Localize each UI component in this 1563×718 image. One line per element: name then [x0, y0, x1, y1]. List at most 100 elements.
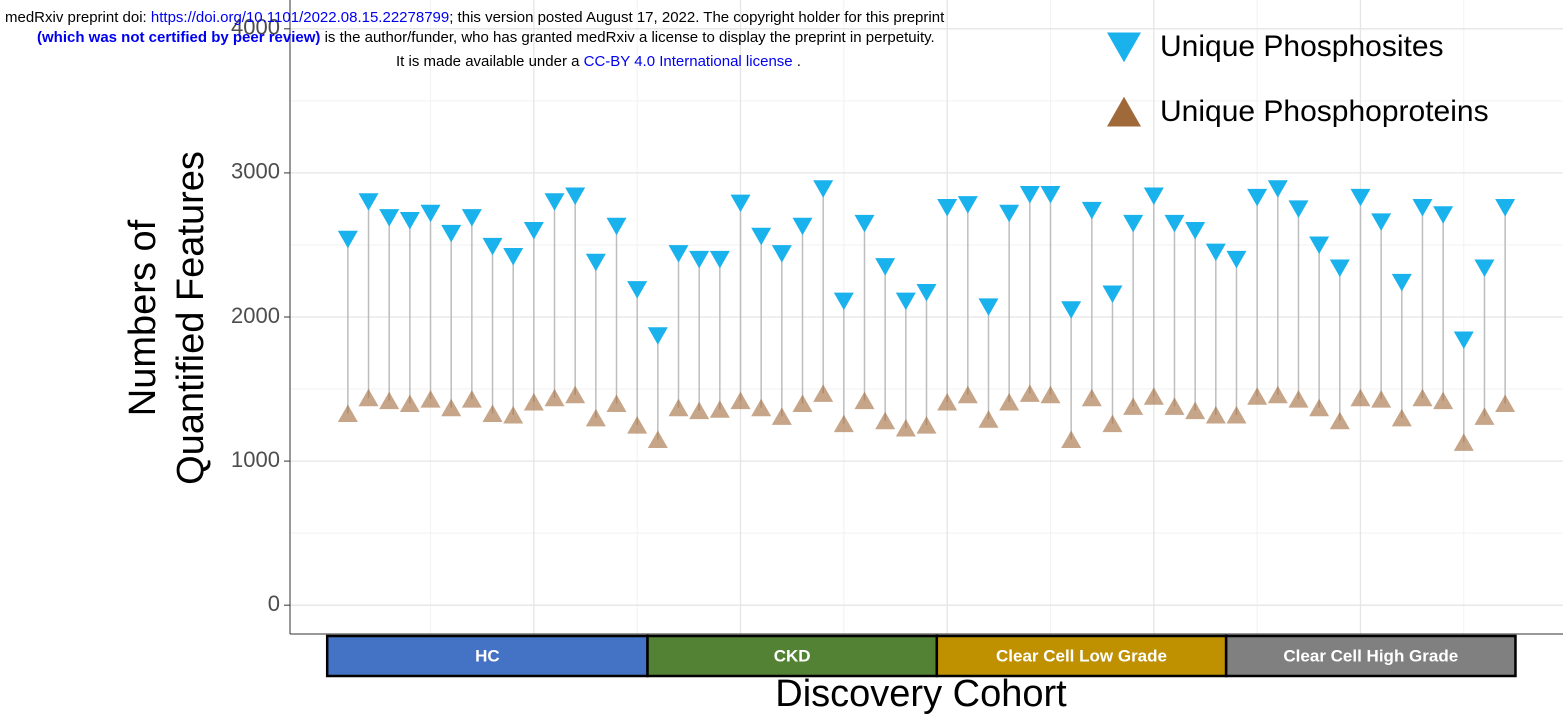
legend-label: Unique Phosphosites: [1160, 30, 1444, 63]
point: [544, 388, 565, 407]
point: [1371, 213, 1392, 231]
header-line: medRxiv preprint doi: https://doi.org/10…: [5, 9, 944, 26]
point: [337, 404, 358, 423]
point: [1350, 388, 1371, 407]
point: [792, 217, 813, 236]
point: [978, 410, 999, 428]
point: [585, 408, 606, 427]
point: [895, 292, 916, 311]
point: [1185, 401, 1206, 420]
point: [420, 204, 441, 223]
point: [668, 398, 689, 417]
legend-marker: [1107, 96, 1141, 127]
point: [461, 390, 482, 408]
doi-link[interactable]: https://doi.org/10.1101/2022.08.15.22278…: [150, 9, 450, 26]
point: [1019, 186, 1040, 204]
point: [1061, 430, 1082, 448]
point: [1061, 301, 1082, 319]
group-label: Clear Cell Low Grade: [996, 646, 1167, 665]
point: [461, 209, 482, 227]
point: [337, 230, 358, 249]
point: [1350, 188, 1371, 207]
point: [1123, 214, 1144, 233]
header-line: (which was not certified by peer review)…: [37, 29, 935, 46]
point: [978, 298, 999, 316]
point: [1474, 407, 1495, 425]
point: [1474, 259, 1495, 278]
group-bar: [646, 634, 939, 678]
header-bold: (which was not certified by peer review): [37, 29, 321, 46]
header-text: medRxiv preprint doi:: [5, 9, 151, 26]
header-text: It is made available under a: [396, 53, 584, 70]
x-axis-title: Discovery Cohort: [775, 673, 1067, 715]
license-link[interactable]: CC-BY 4.0 International license: [583, 53, 793, 70]
point: [1267, 180, 1288, 198]
point: [1267, 385, 1288, 404]
point: [771, 245, 792, 263]
point: [1288, 200, 1309, 218]
point: [937, 198, 958, 217]
point: [792, 394, 813, 412]
point: [1288, 390, 1309, 408]
group-bar: [935, 634, 1228, 678]
point: [1185, 222, 1206, 240]
point: [399, 394, 420, 412]
point: [1453, 331, 1474, 350]
point: [1205, 405, 1226, 424]
point: [751, 398, 772, 417]
point: [523, 222, 544, 240]
point: [1081, 201, 1102, 220]
point: [503, 405, 524, 424]
header-line: It is made available under a CC-BY 4.0 I…: [396, 53, 801, 70]
point: [1164, 397, 1185, 415]
point: [544, 193, 565, 211]
point: [1309, 236, 1330, 254]
point: [1412, 388, 1433, 407]
group-bar: [325, 634, 649, 678]
point: [1143, 187, 1164, 205]
point: [916, 416, 937, 434]
legend-marker: [1107, 32, 1141, 63]
point: [833, 414, 854, 433]
point: [668, 245, 689, 263]
point: [916, 284, 937, 302]
point: [482, 237, 503, 256]
group-label: CKD: [774, 646, 811, 665]
point: [1309, 398, 1330, 417]
point: [399, 211, 420, 230]
point: [1329, 259, 1350, 278]
point: [1019, 384, 1040, 402]
point: [1102, 414, 1123, 433]
point: [1412, 198, 1433, 217]
point: [1226, 250, 1247, 269]
group-label: HC: [475, 646, 500, 665]
point: [937, 393, 958, 411]
point: [1226, 405, 1247, 424]
point: [1247, 188, 1268, 207]
point: [606, 217, 627, 236]
point: [523, 393, 544, 411]
point: [854, 391, 875, 410]
point: [585, 253, 606, 272]
point: [1143, 387, 1164, 405]
y-tick-label: 0: [268, 591, 280, 616]
point: [751, 227, 772, 246]
y-axis-title: Numbers of: [122, 219, 164, 416]
point: [1164, 214, 1185, 233]
y-tick-label: 3000: [231, 159, 280, 184]
point: [957, 385, 978, 404]
point: [875, 258, 896, 276]
point: [895, 418, 916, 437]
header-text: .: [792, 53, 801, 70]
group-bar: [1224, 634, 1517, 678]
point: [1453, 433, 1474, 451]
point: [1081, 388, 1102, 407]
point: [689, 401, 710, 420]
point: [1247, 387, 1268, 405]
point: [379, 209, 400, 227]
point: [358, 193, 379, 211]
point: [1040, 385, 1061, 404]
point: [565, 187, 586, 205]
